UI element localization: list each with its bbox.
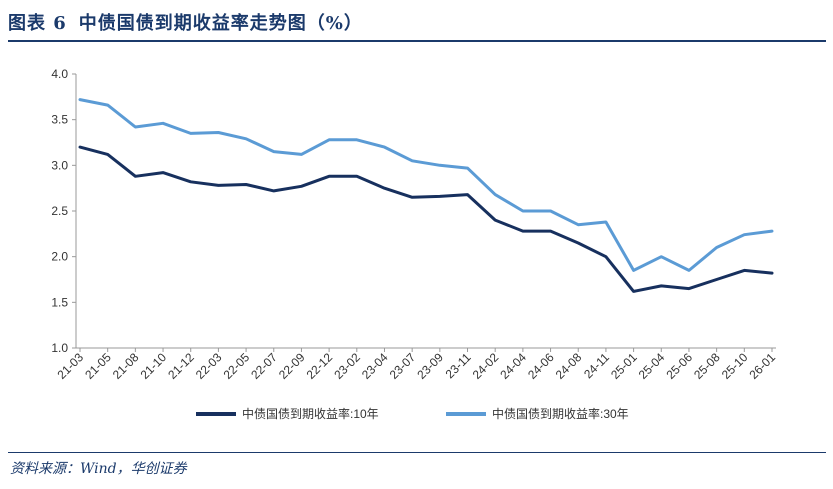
source-rule — [8, 452, 826, 453]
x-tick-label: 25-06 — [663, 350, 695, 382]
x-tick-label: 22-07 — [248, 350, 280, 382]
x-tick-label: 25-04 — [636, 350, 668, 382]
x-tick-label: 24-11 — [581, 350, 612, 381]
y-tick-label: 2.0 — [51, 250, 68, 264]
x-tick-label: 23-04 — [359, 350, 391, 382]
figure-number: 图表 6 — [8, 13, 67, 34]
chart-legend: 中债国债到期收益率:10年 中债国债到期收益率:30年 — [196, 406, 629, 421]
series-line-10y — [78, 145, 774, 293]
x-tick-label: 25-01 — [608, 350, 640, 382]
x-tick-label: 24-04 — [497, 350, 529, 382]
legend-label-10y: 中债国债到期收益率:10年 — [242, 406, 379, 421]
x-tick-label: 21-05 — [82, 350, 114, 382]
x-tick-label: 25-10 — [719, 350, 751, 382]
y-tick-label: 4.0 — [51, 67, 68, 81]
x-tick-label: 23-11 — [443, 350, 474, 381]
x-tick-label: 21-10 — [138, 350, 170, 382]
y-tick-label: 3.5 — [51, 113, 68, 127]
legend-label-30y: 中债国债到期收益率:30年 — [492, 406, 629, 421]
figure-title-text: 中债国债到期收益率走势图（%） — [78, 13, 363, 34]
x-tick-label: 23-09 — [414, 350, 446, 382]
y-tick-label: 1.5 — [51, 295, 68, 309]
x-tick-label: 24-06 — [525, 350, 557, 382]
x-tick-label: 23-02 — [331, 350, 363, 382]
chart-series — [78, 98, 774, 293]
x-tick-label: 22-05 — [221, 350, 253, 382]
y-tick-label: 2.5 — [51, 204, 68, 218]
y-tick-label: 3.0 — [51, 158, 68, 172]
x-tick-label: 21-08 — [110, 350, 142, 382]
x-tick-label: 26-01 — [747, 350, 779, 382]
x-tick-label: 22-12 — [304, 350, 336, 382]
x-tick-label: 23-07 — [387, 350, 419, 382]
chart-axes: 4.03.53.02.52.01.51.021-0321-0521-0821-1… — [51, 67, 778, 382]
x-tick-label: 24-08 — [553, 350, 585, 382]
x-tick-label: 22-03 — [193, 350, 225, 382]
title-rule — [8, 40, 826, 42]
figure-title: 图表 6 中债国债到期收益率走势图（%） — [8, 9, 375, 35]
x-tick-label: 21-12 — [165, 350, 197, 382]
series-line-30y — [78, 98, 774, 272]
x-tick-label: 24-02 — [470, 350, 502, 382]
x-tick-label: 25-08 — [691, 350, 723, 382]
source-note: 资料来源：Wind，华创证券 — [10, 461, 187, 477]
x-tick-label: 22-09 — [276, 350, 308, 382]
y-tick-label: 1.0 — [51, 341, 68, 355]
line-chart: 4.03.53.02.52.01.51.021-0321-0521-0821-1… — [51, 67, 778, 421]
